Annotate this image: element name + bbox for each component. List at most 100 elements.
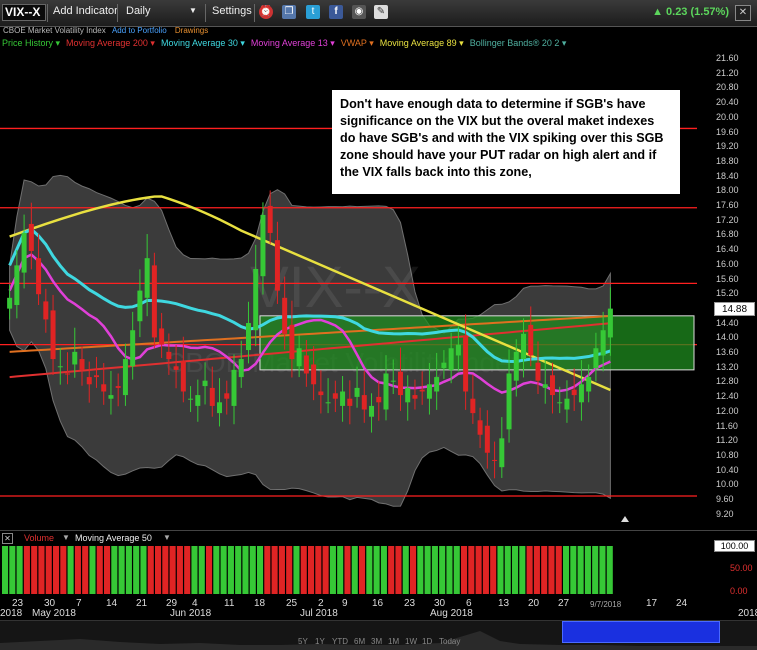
price-tick: 20.40 xyxy=(716,97,739,108)
volume-bar xyxy=(227,546,234,594)
date-tick: 11 xyxy=(224,598,235,609)
volume-bar xyxy=(140,546,147,594)
candle-body xyxy=(231,369,237,406)
date-tick: 21 xyxy=(136,598,148,609)
range-button[interactable]: Today xyxy=(439,637,461,646)
volume-bar xyxy=(453,546,460,594)
symbol-input[interactable]: VIX--X xyxy=(2,4,46,21)
scroll-marker-icon xyxy=(621,516,629,522)
volume-bar xyxy=(45,546,52,594)
candle-body xyxy=(463,335,469,392)
volume-bar xyxy=(220,546,227,594)
range-button[interactable]: 3M xyxy=(371,637,383,646)
close-icon[interactable]: ✕ xyxy=(735,5,751,21)
range-button[interactable]: 1W xyxy=(405,637,417,646)
candle-body xyxy=(267,205,273,233)
add-indicator-button[interactable]: Add Indicator xyxy=(53,5,118,17)
volume-bar xyxy=(213,546,220,594)
volume-bar xyxy=(169,546,176,594)
legend-item[interactable]: Moving Average 200 ▾ xyxy=(66,38,155,48)
note-icon[interactable]: ✎ xyxy=(374,5,388,19)
navigator-selection[interactable] xyxy=(562,621,720,643)
range-navigator[interactable]: 5Y 1Y YTD 6M 3M 1M 1W 1D Today xyxy=(0,620,757,650)
camera-icon[interactable]: ◉ xyxy=(352,5,366,19)
candle-body xyxy=(86,377,92,385)
candle-body xyxy=(390,380,396,382)
volume-bar xyxy=(271,546,278,594)
date-tick: 16 xyxy=(372,598,384,609)
volume-bar xyxy=(184,546,191,594)
range-button[interactable]: 6M xyxy=(354,637,366,646)
volume-label[interactable]: Volume xyxy=(24,533,55,543)
price-tick: 16.00 xyxy=(716,258,739,269)
volume-bar xyxy=(380,546,387,594)
volume-bar xyxy=(584,546,591,594)
volume-ma-label[interactable]: Moving Average 50 xyxy=(75,533,152,543)
settings-button[interactable]: Settings xyxy=(212,5,252,17)
legend-item[interactable]: Moving Average 30 ▾ xyxy=(160,38,245,48)
annotation-note[interactable]: Don't have enough data to determine if S… xyxy=(332,90,680,194)
price-tick: 13.60 xyxy=(716,347,739,357)
instrument-name: CBOE Market Volatility Index xyxy=(3,26,106,35)
candle-body xyxy=(101,384,107,392)
candle-body xyxy=(441,362,447,369)
candle-body xyxy=(535,362,541,381)
price-tick: 20.00 xyxy=(716,111,739,122)
volume-scale-top: 100.00 xyxy=(714,540,755,552)
alarm-icon[interactable]: ⏰ xyxy=(259,5,273,19)
candle-body xyxy=(325,402,331,404)
candle-body xyxy=(122,359,128,396)
candle-body xyxy=(21,232,27,273)
chevron-down-icon[interactable]: ▼ xyxy=(62,533,70,542)
range-button[interactable]: 5Y xyxy=(298,637,308,646)
range-button[interactable]: 1D xyxy=(422,637,433,646)
volume-bar xyxy=(504,546,511,594)
candle-body xyxy=(144,258,150,298)
candle-body xyxy=(14,265,20,306)
volume-scale-bottom: 0.00 xyxy=(730,586,748,596)
interval-select[interactable]: Daily ▼ xyxy=(126,5,198,17)
facebook-icon[interactable]: f xyxy=(329,5,343,19)
twitter-icon[interactable]: t xyxy=(306,5,320,19)
volume-bar xyxy=(519,546,526,594)
candle-body xyxy=(7,297,13,309)
candle-body xyxy=(151,265,157,338)
collapse-icon[interactable]: ✕ xyxy=(2,533,13,544)
price-tick: 10.80 xyxy=(716,449,739,460)
price-tick: 9.60 xyxy=(716,494,734,504)
candle-body xyxy=(245,323,251,351)
range-button[interactable]: 1M xyxy=(388,637,400,646)
volume-bar xyxy=(38,546,45,594)
volume-bar xyxy=(526,546,533,594)
copy-icon[interactable]: ❐ xyxy=(282,5,296,19)
drawings-link[interactable]: Drawings xyxy=(174,26,209,35)
legend-item[interactable]: Moving Average 89 ▾ xyxy=(379,38,464,48)
indicator-legend: Price History ▾ Moving Average 200 ▾ Movin… xyxy=(2,38,572,50)
volume-bar xyxy=(599,546,606,594)
add-to-portfolio-link[interactable]: Add to Portfolio xyxy=(111,26,167,35)
range-button[interactable]: YTD xyxy=(332,637,348,646)
date-tick: 14 xyxy=(106,598,118,609)
candle-body xyxy=(506,373,512,430)
legend-item[interactable]: Bollinger Bands® 20 2 ▾ xyxy=(469,38,567,48)
volume-bar xyxy=(446,546,453,594)
volume-bar xyxy=(395,546,402,594)
candle-body xyxy=(115,386,121,388)
candle-body xyxy=(173,366,179,370)
candle-body xyxy=(311,364,317,385)
month-tick: Aug 2018 xyxy=(430,608,473,619)
legend-item[interactable]: Moving Average 13 ▾ xyxy=(250,38,335,48)
range-button[interactable]: 1Y xyxy=(315,637,325,646)
volume-bar xyxy=(104,546,111,594)
volume-bar xyxy=(431,546,438,594)
chevron-down-icon[interactable]: ▼ xyxy=(163,533,171,542)
legend-item[interactable]: VWAP ▾ xyxy=(340,38,374,48)
candle-body xyxy=(593,348,599,369)
price-tick: 21.20 xyxy=(716,67,739,78)
candle-body xyxy=(578,384,584,403)
price-tick: 17.20 xyxy=(716,214,739,225)
legend-item[interactable]: Price History ▾ xyxy=(2,38,61,48)
volume-bar xyxy=(31,546,38,594)
price-tick: 10.00 xyxy=(716,479,739,490)
